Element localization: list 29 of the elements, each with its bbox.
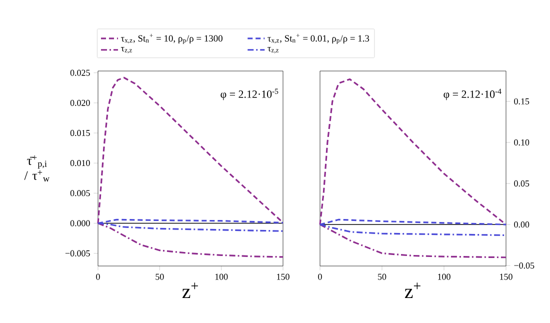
x-tick-label: 50 [156,274,164,280]
y-tick-label: 0.025 [70,70,90,76]
y-tick-label: 0.005 [70,190,90,196]
x-tick-label: 0 [96,274,100,280]
x-tick-label: 0 [318,274,322,280]
legend-label: τ$_{x,z}$, St$_{n}$$^{+}$ = 10, ρ$_{p}$/ρ = 1300 [121,34,222,44]
x-tick-label: 100 [215,274,228,280]
x-tick-label: 150 [500,274,512,280]
y-axis-title: τ̄$^{+}$p,i / τ$^{+}$w [24,155,50,182]
y-tick-label: 0.00 [514,221,530,228]
x-tick-label: 50 [378,274,386,280]
legend-label: τ$_{z,z}$ [121,46,132,54]
annotation: φ = 2.12·10$^{-4}$ [444,88,502,100]
annotation: φ = 2.12·10$^{-5}$ [220,88,278,100]
y-tick-label: 0.05 [514,180,530,187]
legend-label: τ$_{z,z}$ [268,46,279,54]
y-tick-label: 0.015 [70,130,90,136]
y-tick-label: −0.05 [514,262,534,269]
y-tick-label: 0.10 [514,139,530,146]
y-tick-label: 0.15 [514,98,530,104]
x-axis-title: z$^{+}$ [404,282,420,298]
y-tick-label: −0.005 [65,250,90,256]
y-tick-label: 0.020 [70,100,90,106]
legend-label: τ$_{x,z}$, St$_{n}$$^{+}$ = 0.01, ρ$_{p}$/ρ = 1.3 [268,34,370,44]
y-tick-label: 0.010 [70,160,90,166]
x-tick-label: 100 [438,274,450,280]
x-tick-label: 150 [277,274,290,280]
y-tick-label: 0.000 [70,220,90,226]
x-axis-title: z$^{+}$ [182,282,198,298]
